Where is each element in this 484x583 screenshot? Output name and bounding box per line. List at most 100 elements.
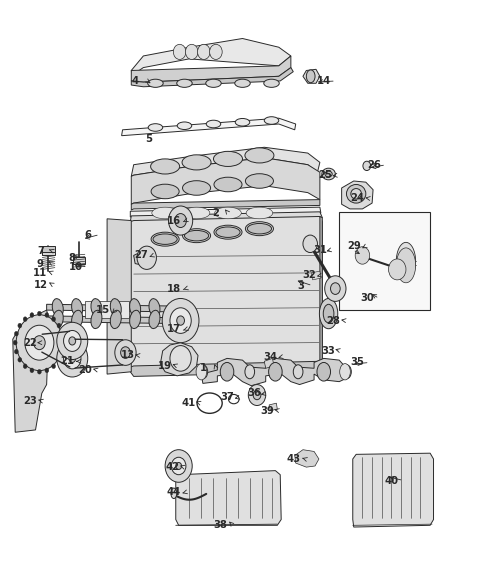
Ellipse shape <box>264 117 278 124</box>
Circle shape <box>253 391 260 400</box>
Circle shape <box>175 462 181 469</box>
Text: 36: 36 <box>247 388 261 398</box>
Circle shape <box>45 312 49 317</box>
Circle shape <box>324 276 345 301</box>
Circle shape <box>362 161 370 170</box>
Text: 25: 25 <box>318 170 332 180</box>
Text: 28: 28 <box>326 315 340 325</box>
Text: 22: 22 <box>23 338 36 347</box>
Text: 43: 43 <box>286 454 300 464</box>
Ellipse shape <box>197 365 207 379</box>
Polygon shape <box>131 38 290 75</box>
Text: 40: 40 <box>384 476 398 486</box>
Ellipse shape <box>196 364 206 380</box>
Text: 39: 39 <box>260 406 274 416</box>
Polygon shape <box>46 316 173 324</box>
Ellipse shape <box>263 79 279 87</box>
Circle shape <box>60 349 64 354</box>
Circle shape <box>176 316 184 325</box>
Text: 4: 4 <box>131 76 138 86</box>
Circle shape <box>388 259 405 280</box>
Circle shape <box>174 213 186 227</box>
Circle shape <box>209 44 222 59</box>
Ellipse shape <box>151 207 178 219</box>
Circle shape <box>69 337 76 345</box>
Ellipse shape <box>182 229 210 243</box>
Text: 10: 10 <box>69 262 82 272</box>
Circle shape <box>248 385 265 406</box>
Text: 31: 31 <box>312 245 326 255</box>
Text: 32: 32 <box>302 270 316 280</box>
Circle shape <box>52 364 55 368</box>
Polygon shape <box>319 216 322 367</box>
Polygon shape <box>134 252 150 265</box>
Circle shape <box>115 340 136 366</box>
Polygon shape <box>42 246 55 252</box>
Text: 38: 38 <box>213 520 227 531</box>
Polygon shape <box>42 252 55 255</box>
Ellipse shape <box>149 298 160 317</box>
Polygon shape <box>175 470 281 525</box>
Polygon shape <box>13 310 49 432</box>
Circle shape <box>57 357 61 362</box>
Polygon shape <box>131 147 319 176</box>
Ellipse shape <box>324 171 332 177</box>
Polygon shape <box>341 181 372 209</box>
Ellipse shape <box>247 223 271 234</box>
Ellipse shape <box>72 298 82 317</box>
Circle shape <box>63 348 81 369</box>
Ellipse shape <box>52 298 63 317</box>
Ellipse shape <box>184 230 208 241</box>
Text: 21: 21 <box>60 356 74 366</box>
Ellipse shape <box>395 243 415 280</box>
Text: 15: 15 <box>96 305 110 315</box>
Text: 13: 13 <box>120 350 134 360</box>
Polygon shape <box>73 257 85 264</box>
Ellipse shape <box>182 155 211 170</box>
Polygon shape <box>131 158 319 204</box>
Ellipse shape <box>306 70 315 83</box>
Circle shape <box>121 347 130 359</box>
Text: 23: 23 <box>23 396 36 406</box>
Circle shape <box>169 346 191 371</box>
Text: 17: 17 <box>166 324 181 334</box>
Ellipse shape <box>151 159 179 174</box>
Text: 8: 8 <box>69 253 76 263</box>
Ellipse shape <box>110 298 121 317</box>
Circle shape <box>169 308 191 333</box>
Circle shape <box>25 325 54 360</box>
Circle shape <box>37 311 41 316</box>
Ellipse shape <box>148 79 163 87</box>
Ellipse shape <box>52 310 63 329</box>
Circle shape <box>137 246 156 269</box>
Circle shape <box>61 340 65 345</box>
Circle shape <box>165 449 192 482</box>
Bar <box>338 212 429 310</box>
Circle shape <box>23 364 27 368</box>
Circle shape <box>37 370 41 374</box>
Circle shape <box>16 315 62 371</box>
Ellipse shape <box>72 310 82 329</box>
Circle shape <box>63 331 81 352</box>
Text: 42: 42 <box>165 462 179 472</box>
Text: 3: 3 <box>297 280 303 291</box>
Ellipse shape <box>183 207 210 219</box>
Circle shape <box>173 44 185 59</box>
Polygon shape <box>131 56 290 82</box>
Text: 7: 7 <box>37 246 44 256</box>
Ellipse shape <box>170 488 176 498</box>
Ellipse shape <box>220 363 233 381</box>
Circle shape <box>185 44 197 59</box>
Polygon shape <box>130 361 322 377</box>
Circle shape <box>15 331 18 336</box>
Ellipse shape <box>317 363 330 381</box>
Text: 29: 29 <box>346 241 360 251</box>
Ellipse shape <box>176 79 192 87</box>
Polygon shape <box>302 69 319 83</box>
Polygon shape <box>131 199 319 210</box>
Circle shape <box>57 340 88 377</box>
Text: 18: 18 <box>166 283 181 294</box>
Polygon shape <box>352 453 433 527</box>
Ellipse shape <box>148 124 162 131</box>
Text: 5: 5 <box>144 134 151 144</box>
